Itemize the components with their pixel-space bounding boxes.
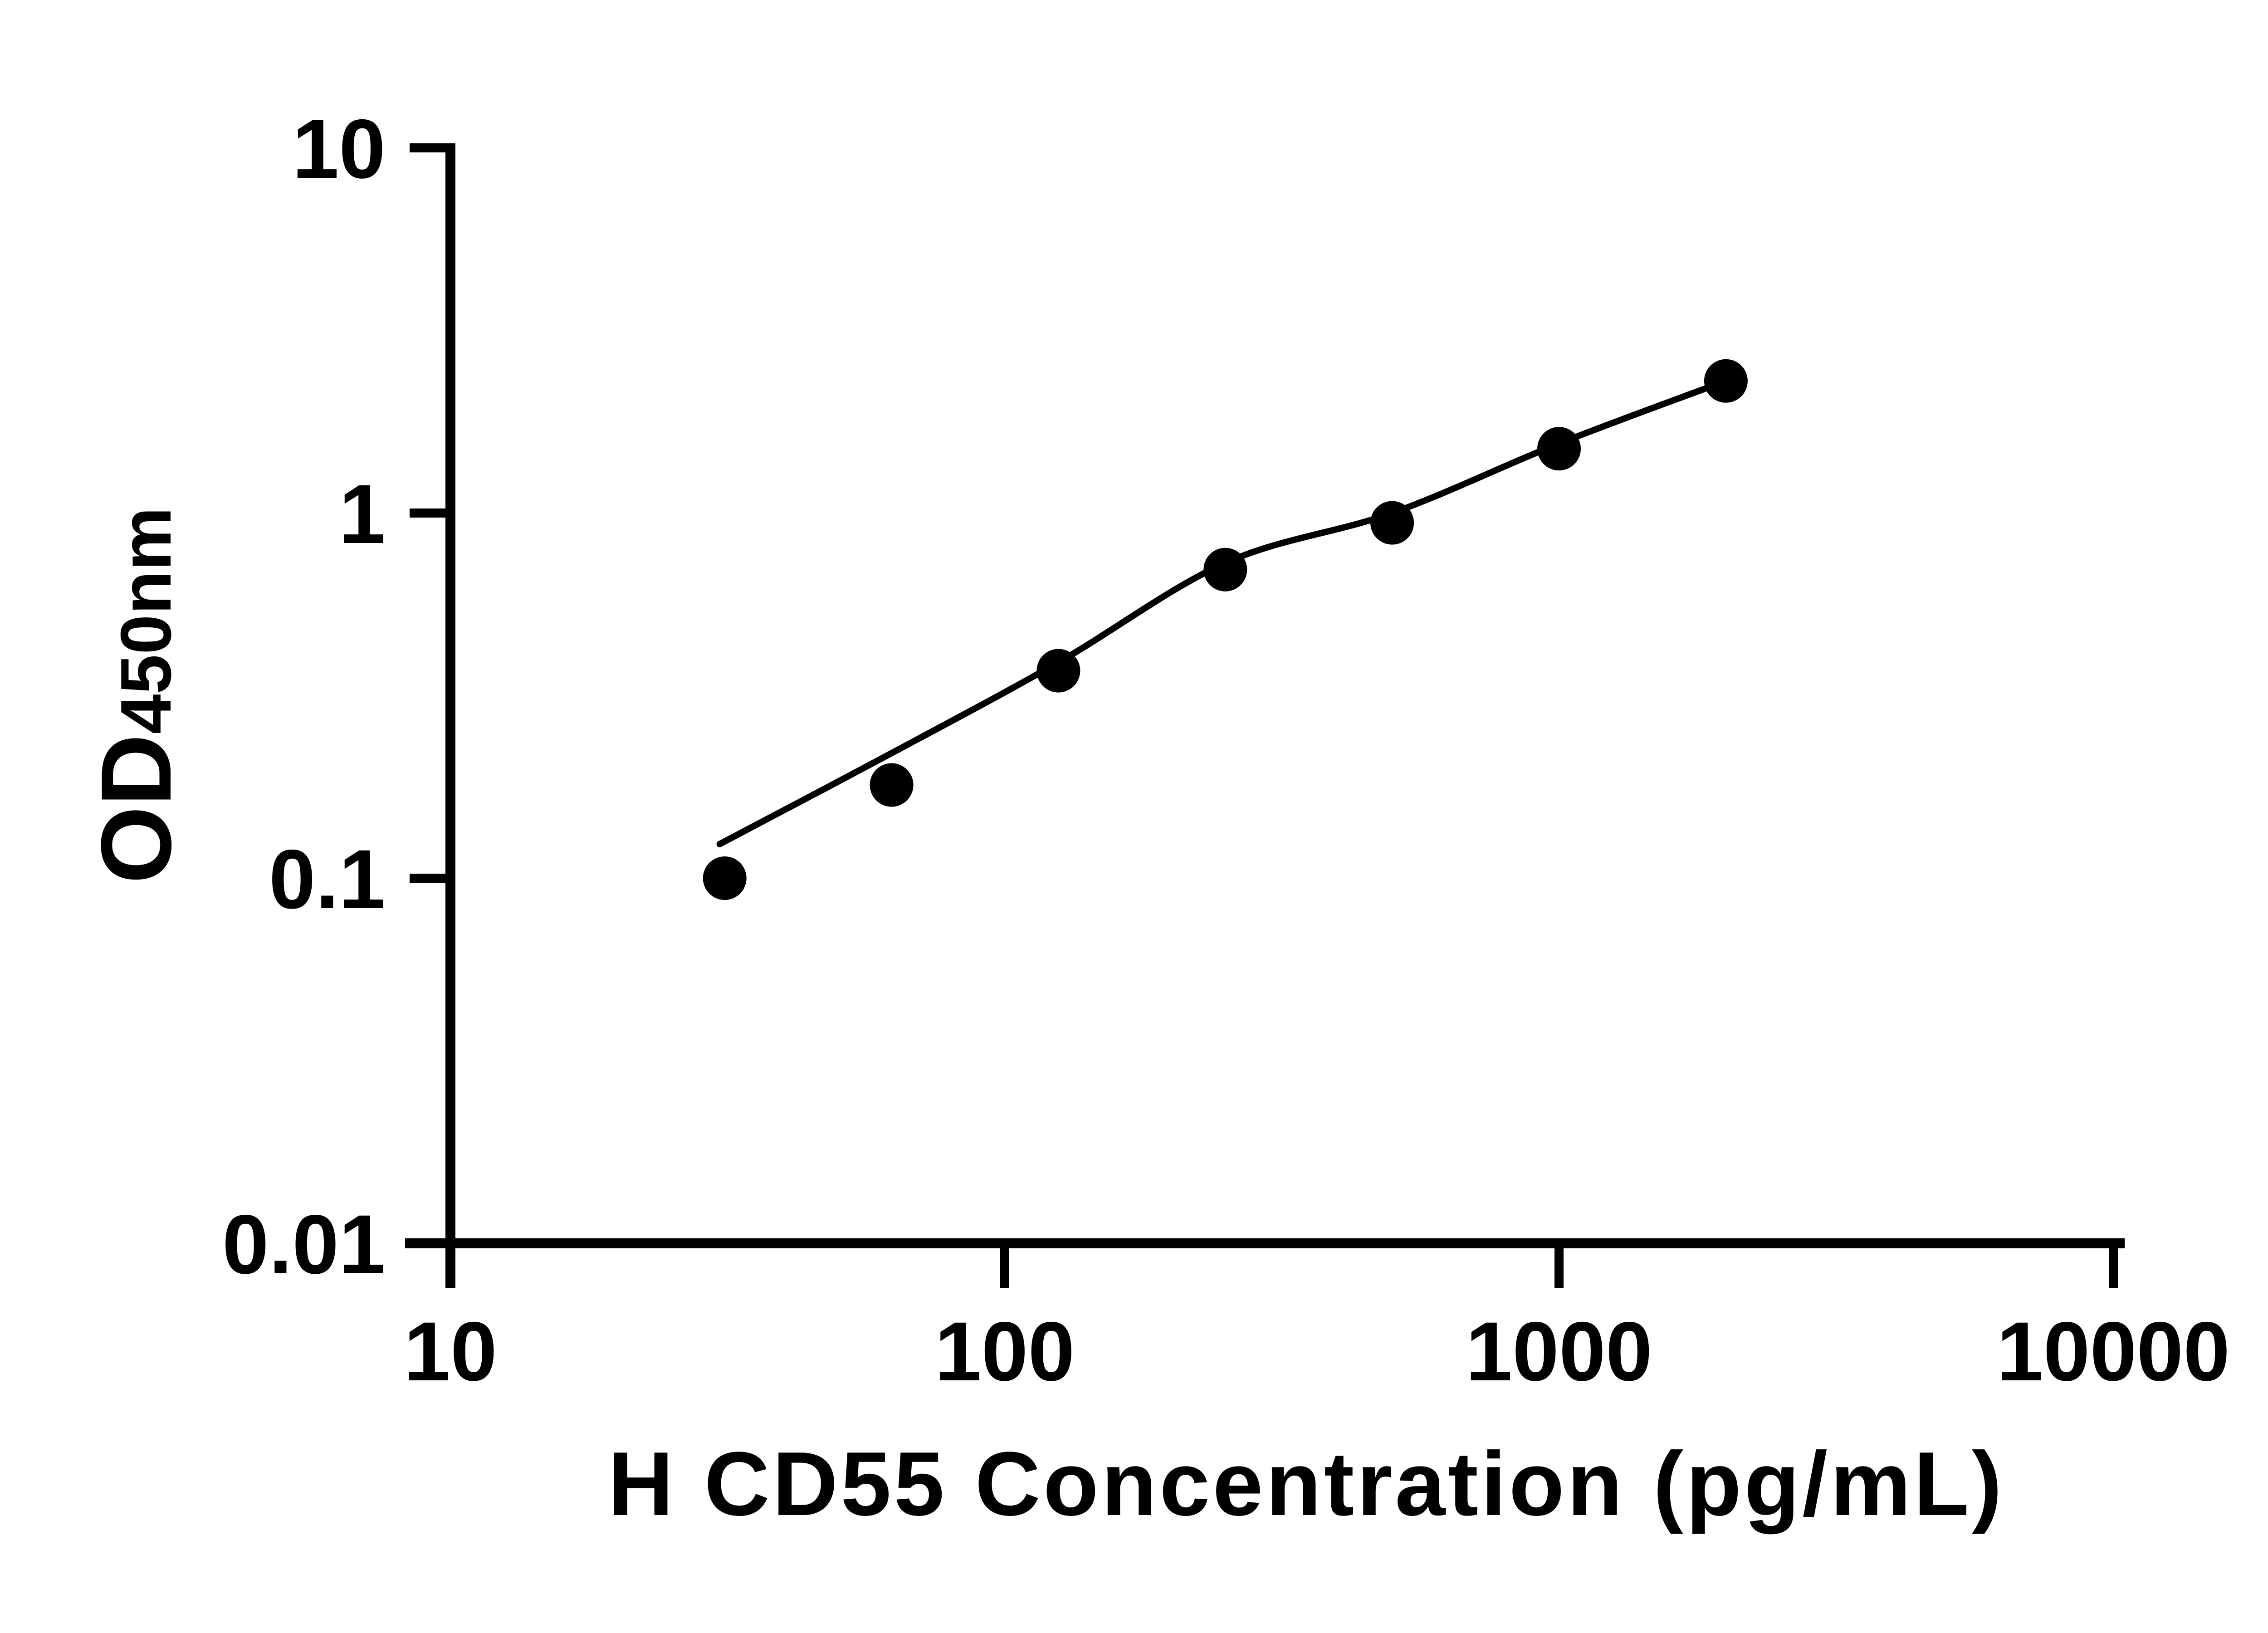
data-point-marker [870,763,914,807]
x-tick-label: 10000 [1997,1305,2230,1398]
data-point-marker [1370,501,1414,545]
data-point-marker [703,856,747,900]
y-tick-label: 10 [292,103,386,196]
y-tick-label: 0.1 [269,833,386,926]
x-axis-title: H CD55 Concentration (pg/mL) [608,1433,2005,1535]
x-tick-label: 1000 [1466,1305,1652,1398]
y-axis-title-main: OD [80,734,192,884]
data-point-marker [1203,548,1247,592]
y-axis-title: OD450nm [80,507,192,884]
y-axis-title-subscript: 450nm [106,507,186,734]
data-point-marker [1537,427,1581,471]
y-tick-label: 0.01 [222,1198,386,1291]
data-point-marker [1704,359,1748,403]
x-tick-label: 100 [935,1305,1075,1398]
y-tick-label: 1 [339,468,386,561]
data-point-marker [1036,649,1080,693]
x-tick-label: 10 [404,1305,497,1398]
